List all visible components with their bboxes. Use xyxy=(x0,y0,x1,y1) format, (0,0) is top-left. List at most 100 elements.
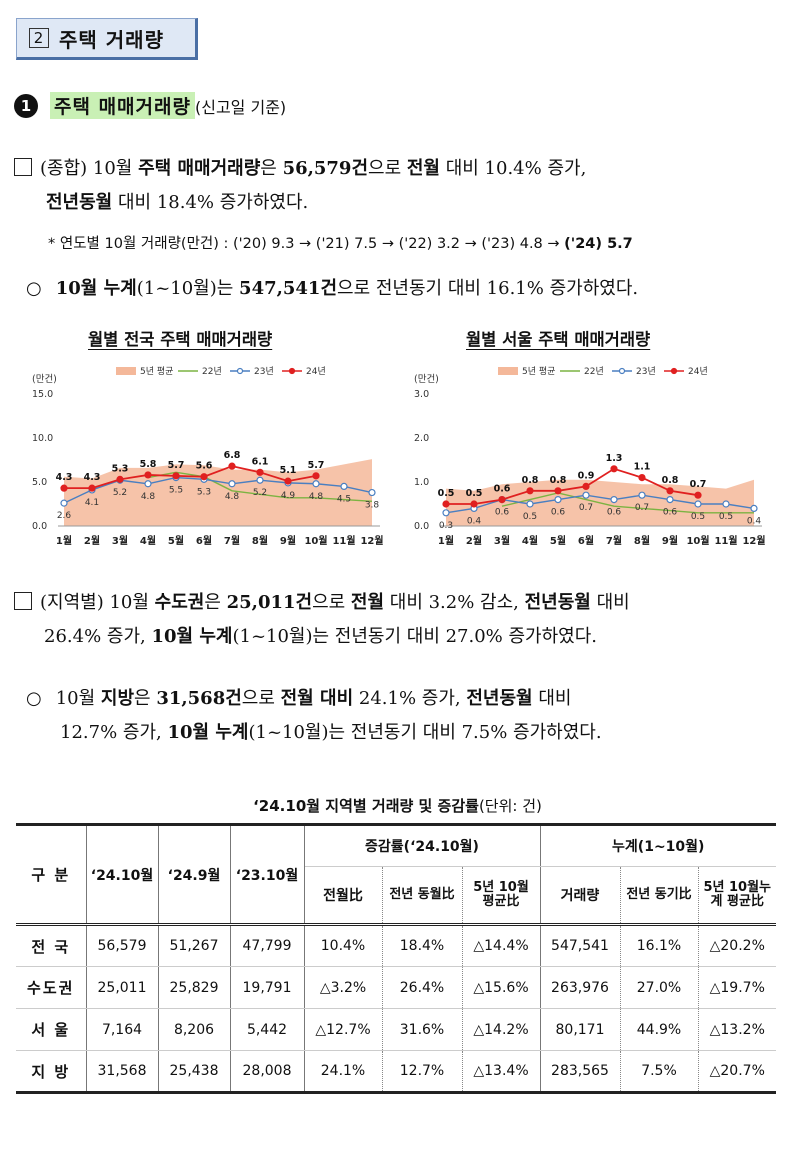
table-cell: 7,164 xyxy=(86,1008,159,1051)
series-line-24년 xyxy=(64,465,317,490)
data-label-23: 0.6 xyxy=(495,508,510,518)
data-label-23: 2.6 xyxy=(57,511,72,521)
x-tick-label: 10월 xyxy=(304,535,327,547)
series-point xyxy=(312,480,320,488)
legend-label: 24년 xyxy=(688,366,708,377)
table-cell: 18.4% xyxy=(382,924,463,967)
table-header-row: 전월比 전년 동월比 5년 10월 평균比 거래량 전년 동기比 5년 10월누… xyxy=(16,866,776,926)
table-cell: 283,565 xyxy=(540,1050,621,1094)
x-tick-label: 11월 xyxy=(332,535,355,547)
data-label-23: 4.8 xyxy=(141,492,156,502)
text-bold: 지방 xyxy=(100,688,135,709)
data-label-24: 1.1 xyxy=(634,462,651,473)
square-bullet-icon xyxy=(14,158,32,176)
series-point xyxy=(116,475,124,483)
series-line-22년 xyxy=(501,492,754,514)
text-bold: 전월 xyxy=(406,158,440,179)
text: 24.1% 증가, xyxy=(353,688,467,709)
data-label-24: 5.1 xyxy=(280,465,297,476)
series-point xyxy=(256,476,264,484)
table-cell: 24.1% xyxy=(304,1050,383,1094)
heading-title: 주택 매매거래량 xyxy=(50,92,195,119)
circle-bullet-icon: ○ xyxy=(26,688,42,709)
series-point xyxy=(554,496,562,504)
text: 대비 xyxy=(532,688,572,709)
paragraph-line: 전년동월 대비 18.4% 증가하였다. xyxy=(14,186,784,220)
data-label-23: 4.8 xyxy=(309,492,324,502)
x-tick-label: 3월 xyxy=(494,535,510,547)
x-tick-label: 1월 xyxy=(56,535,72,547)
data-label-24: 0.5 xyxy=(466,488,483,499)
series-point xyxy=(284,477,292,485)
x-tick-label: 11월 xyxy=(714,535,737,547)
text-bold: 25,011건 xyxy=(226,592,313,613)
table-cell: 10.4% xyxy=(304,924,383,967)
data-label-23: 0.5 xyxy=(691,512,705,522)
table-cell: △13.4% xyxy=(462,1050,541,1094)
bullet-number: 1 xyxy=(14,93,38,118)
table-cell: 31,568 xyxy=(86,1050,159,1094)
legend-label: 5년 평균 xyxy=(522,366,555,377)
series-point xyxy=(582,482,590,491)
text: (종합) 10월 xyxy=(40,158,139,179)
x-tick-label: 4월 xyxy=(522,535,538,547)
header-g1a: 전월比 xyxy=(304,866,383,926)
series-point xyxy=(610,465,618,473)
table-cell: △14.2% xyxy=(462,1008,541,1051)
paragraph-line: (종합) 10월 주택 매매거래량은 56,579건으로 전월 대비 10.4%… xyxy=(14,152,784,186)
header-group-cumulative: 누계(1~10월) xyxy=(540,823,776,867)
data-label-23: 0.7 xyxy=(635,503,649,513)
text-bold: 전월 xyxy=(350,592,385,613)
text: 은 xyxy=(134,688,157,709)
chart-title-national: 월별 전국 주택 매매거래량 xyxy=(88,330,273,349)
text: 은 xyxy=(204,592,227,613)
row-label: 전 국 xyxy=(16,924,87,967)
data-label-23: 0.6 xyxy=(551,508,566,518)
x-tick-label: 10월 xyxy=(686,535,709,547)
table-cell: 25,829 xyxy=(158,966,231,1009)
table-cell: △19.7% xyxy=(698,966,776,1009)
header-g2c: 5년 10월누계 평균比 xyxy=(698,866,776,926)
legend-marker xyxy=(288,367,296,375)
paragraph-line: (지역별) 10월 수도권은 25,011건으로 전월 대비 3.2% 감소, … xyxy=(14,586,794,620)
data-label-23: 4.8 xyxy=(225,492,240,502)
text-bold: 10월 누계 xyxy=(55,278,137,299)
x-tick-label: 4월 xyxy=(140,535,156,547)
table-cell: 8,206 xyxy=(158,1008,231,1051)
series-point xyxy=(200,473,208,481)
table-cell: △12.7% xyxy=(304,1008,383,1051)
y-tick-label: 10.0 xyxy=(32,433,53,444)
text-bold: 전년동월 xyxy=(46,192,113,213)
data-label-23: 5.2 xyxy=(113,488,127,498)
x-tick-label: 9월 xyxy=(662,535,678,547)
y-tick-label: 15.0 xyxy=(32,389,53,400)
data-label-23: 0.4 xyxy=(747,516,762,526)
data-label-23: 4.1 xyxy=(85,498,99,508)
legend-marker xyxy=(670,367,678,375)
table-title-text: ‘24.10월 지역별 거래량 및 증감률 xyxy=(253,797,479,815)
series-point xyxy=(470,500,478,508)
table-cell: 16.1% xyxy=(620,924,699,967)
series-point xyxy=(60,499,68,507)
x-tick-label: 2월 xyxy=(466,535,482,547)
data-label-23: 0.6 xyxy=(663,508,678,518)
paragraph-line: 26.4% 증가, 10월 누계(1~10월)는 전년동기 대비 27.0% 증… xyxy=(14,620,794,654)
note-text: * 연도별 10월 거래량(만건) : ('20) 9.3 → ('21) 7.… xyxy=(48,236,565,252)
legend-label: 5년 평균 xyxy=(140,366,173,377)
paragraph-line: ○ 10월 지방은 31,568건으로 전월 대비 24.1% 증가, 전년동월 … xyxy=(26,682,795,716)
square-bullet-icon xyxy=(14,592,32,610)
x-tick-label: 7월 xyxy=(224,535,240,547)
text-bold: 수도권 xyxy=(154,592,205,613)
y-tick-label: 0.0 xyxy=(414,521,429,532)
y-tick-label: 3.0 xyxy=(414,389,429,400)
data-label-23: 0.5 xyxy=(523,512,537,522)
table-cell: 27.0% xyxy=(620,966,699,1009)
header-c3: ‘23.10월 xyxy=(230,823,305,926)
table-cell: 31.6% xyxy=(382,1008,463,1051)
table-cell: 47,799 xyxy=(230,924,305,967)
series-point xyxy=(312,472,320,480)
legend-marker xyxy=(236,367,244,375)
series-point xyxy=(638,491,646,499)
data-label-24: 4.3 xyxy=(84,472,101,483)
header-group-rate: 증감률(‘24.10월) xyxy=(304,823,541,867)
